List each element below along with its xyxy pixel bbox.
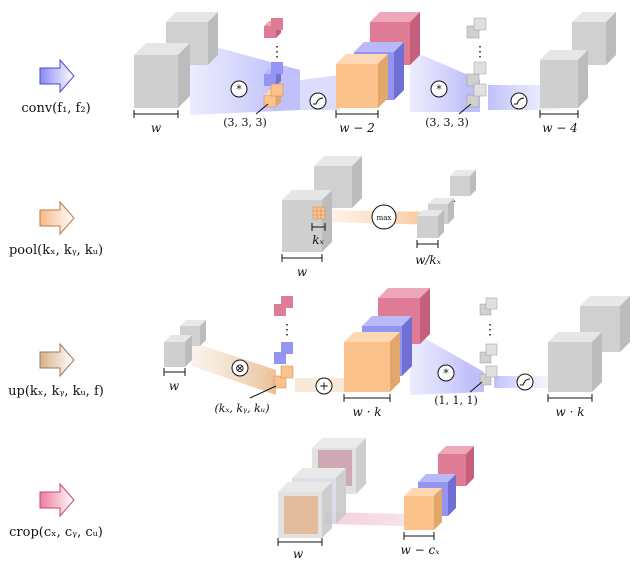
conv-row: conv(f₁, f₂) ⋮ (3, 3, 3)	[21, 12, 616, 135]
conv-band-3	[410, 50, 480, 112]
up-arrow-icon	[39, 342, 75, 378]
svg-text:⋮: ⋮	[473, 44, 487, 60]
conv-kernel-2-label: (3, 3, 3)	[425, 116, 469, 129]
conv-kernel-stack-1: ⋮	[263, 18, 284, 108]
up-input-width-marker	[163, 368, 186, 376]
svg-text:+: +	[319, 379, 329, 393]
conv-label: conv(f₁, f₂)	[21, 101, 90, 116]
conv-output-width: w − 4	[542, 121, 578, 135]
crop-band	[325, 512, 404, 526]
up-output-cubes	[548, 296, 630, 392]
svg-text:.: .	[453, 194, 456, 205]
up-row: up(kₓ, kᵧ, kᵤ, f) ⊗ ⋮ (kₓ, kᵧ, kᵤ) +	[8, 288, 630, 419]
up-input-cubes	[164, 320, 206, 367]
crop-output-cubes	[404, 446, 474, 530]
conv-arrow-icon	[39, 58, 75, 94]
svg-text:⋮: ⋮	[280, 322, 294, 338]
up-kernel-2-label: (1, 1, 1)	[434, 394, 478, 407]
svg-text:max: max	[377, 214, 392, 222]
crop-arrow-icon	[39, 482, 75, 518]
up-mid-width-marker	[343, 394, 391, 402]
up-output-width-marker	[547, 394, 593, 402]
up-input-width: w	[169, 379, 180, 393]
svg-text:*: *	[236, 83, 242, 96]
conv-mid-feature-cubes	[336, 12, 420, 108]
conv-input-cube-front	[134, 43, 190, 108]
svg-text:*: *	[443, 367, 449, 380]
svg-text:*: *	[436, 83, 442, 96]
up-label: up(kₓ, kᵧ, kᵤ, f)	[8, 384, 104, 399]
pool-input-width-marker	[281, 254, 323, 262]
pool-label: pool(kₓ, kᵧ, kᵤ)	[9, 243, 103, 258]
up-band-3	[410, 330, 484, 395]
up-output-width: w · k	[556, 405, 585, 419]
crop-input-width-marker	[277, 538, 323, 546]
conv-mid-width: w − 2	[339, 121, 375, 135]
up-conv-op-icon	[437, 364, 455, 382]
pool-kernel-label: kₓ	[312, 233, 324, 247]
pool-input-width: w	[297, 265, 308, 279]
pool-arrow-icon	[39, 200, 75, 236]
conv-op-1-icon	[230, 80, 248, 98]
conv-output-width-marker	[539, 110, 579, 118]
pool-output-width: w/kₓ	[415, 253, 442, 267]
conv-mid-width-marker	[335, 110, 379, 118]
up-add-icon	[315, 377, 333, 395]
conv-op-2-icon	[430, 80, 448, 98]
pool-max-icon	[371, 204, 397, 230]
pool-kernel-marker	[311, 223, 326, 231]
up-mid-feature-cubes	[344, 288, 430, 392]
crop-input-width: w	[293, 547, 304, 561]
up-transpose-op-icon	[231, 359, 249, 377]
conv-input-width: w	[151, 121, 162, 135]
pool-output-cubes: .	[417, 170, 476, 238]
conv-kernel-stack-2: ⋮	[466, 17, 487, 108]
svg-text:⋮: ⋮	[483, 322, 497, 338]
pool-row: pool(kₓ, kᵧ, kᵤ) kₓ max .	[9, 156, 476, 279]
pool-output-width-marker	[416, 240, 439, 248]
up-kernel-stack-2: ⋮	[479, 297, 498, 386]
up-kernel-stack-1: ⋮	[273, 296, 294, 389]
crop-output-width: w − cₓ	[401, 543, 441, 557]
conv-input-width-marker	[133, 110, 179, 118]
conv-kernel-1-label: (3, 3, 3)	[223, 116, 267, 129]
pool-input-cubes	[282, 156, 362, 252]
up-mid-width: w · k	[353, 405, 382, 419]
crop-row: crop(cₓ, cᵧ, cᵤ)	[9, 438, 474, 561]
up-kernel-1-label: (kₓ, kᵧ, kᵤ)	[215, 402, 270, 415]
crop-label: crop(cₓ, cᵧ, cᵤ)	[9, 525, 103, 540]
svg-text:⊗: ⊗	[235, 361, 245, 375]
svg-text:⋮: ⋮	[270, 44, 284, 60]
crop-output-width-marker	[403, 532, 435, 540]
conv-output-cubes	[540, 12, 616, 108]
crop-input-cubes	[278, 438, 366, 538]
